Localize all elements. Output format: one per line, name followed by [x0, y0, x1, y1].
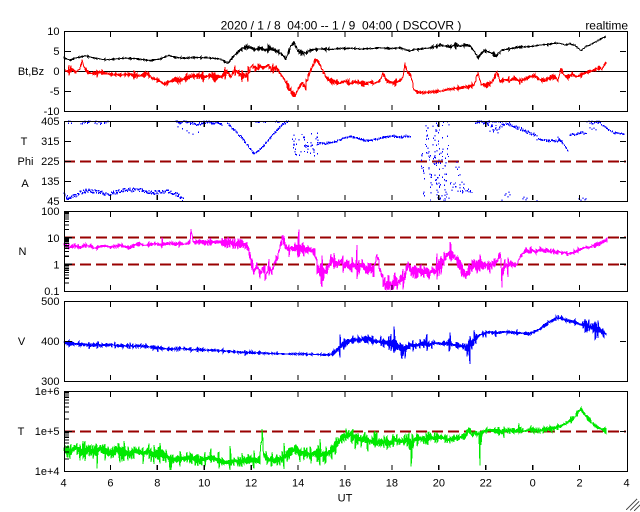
svg-text:1: 1 — [53, 260, 59, 272]
svg-text:-5: -5 — [50, 86, 60, 98]
svg-text:135: 135 — [41, 176, 59, 188]
svg-text:18: 18 — [386, 478, 398, 490]
svg-text:12: 12 — [245, 478, 257, 490]
svg-text:8: 8 — [154, 478, 160, 490]
svg-text:10: 10 — [47, 26, 59, 38]
svg-text:10: 10 — [198, 478, 210, 490]
svg-text:45: 45 — [47, 196, 59, 208]
svg-text:4: 4 — [60, 478, 66, 490]
svg-text:10: 10 — [47, 233, 59, 245]
svg-text:500: 500 — [41, 296, 59, 308]
svg-text:400: 400 — [41, 336, 59, 348]
svg-text:T: T — [18, 426, 25, 438]
svg-text:5: 5 — [53, 46, 59, 58]
svg-text:1e+5: 1e+5 — [35, 426, 60, 438]
svg-text:0.1: 0.1 — [44, 286, 59, 298]
svg-text:N: N — [19, 246, 27, 258]
svg-text:1e+4: 1e+4 — [35, 466, 60, 478]
svg-text:-10: -10 — [44, 106, 60, 118]
svg-text:2: 2 — [577, 478, 583, 490]
svg-text:1e+6: 1e+6 — [35, 386, 60, 398]
svg-text:315: 315 — [41, 136, 59, 148]
svg-text:realtime: realtime — [585, 19, 628, 33]
svg-text:14: 14 — [292, 478, 304, 490]
svg-text:300: 300 — [41, 376, 59, 388]
svg-text:225: 225 — [41, 156, 59, 168]
svg-text:4: 4 — [623, 478, 629, 490]
svg-text:16: 16 — [339, 478, 351, 490]
svg-text:0: 0 — [530, 478, 536, 490]
svg-text:22: 22 — [480, 478, 492, 490]
svg-text:0: 0 — [53, 66, 59, 78]
svg-text:Phi: Phi — [18, 156, 34, 168]
svg-text:T: T — [21, 136, 28, 148]
svg-text:Bt,Bz: Bt,Bz — [18, 66, 44, 78]
svg-text:V: V — [18, 336, 26, 348]
svg-text:A: A — [21, 178, 29, 190]
svg-text:20: 20 — [433, 478, 445, 490]
svg-text:100: 100 — [41, 206, 59, 218]
svg-text:UT: UT — [338, 493, 353, 505]
svg-text:6: 6 — [107, 478, 113, 490]
svg-text:405: 405 — [41, 116, 59, 128]
svg-text:2020 / 1 / 8 04:00 -- 1 / 9: 2020 / 1 / 8 04:00 -- 1 / 9 04:00 ( DSCO… — [221, 19, 462, 33]
